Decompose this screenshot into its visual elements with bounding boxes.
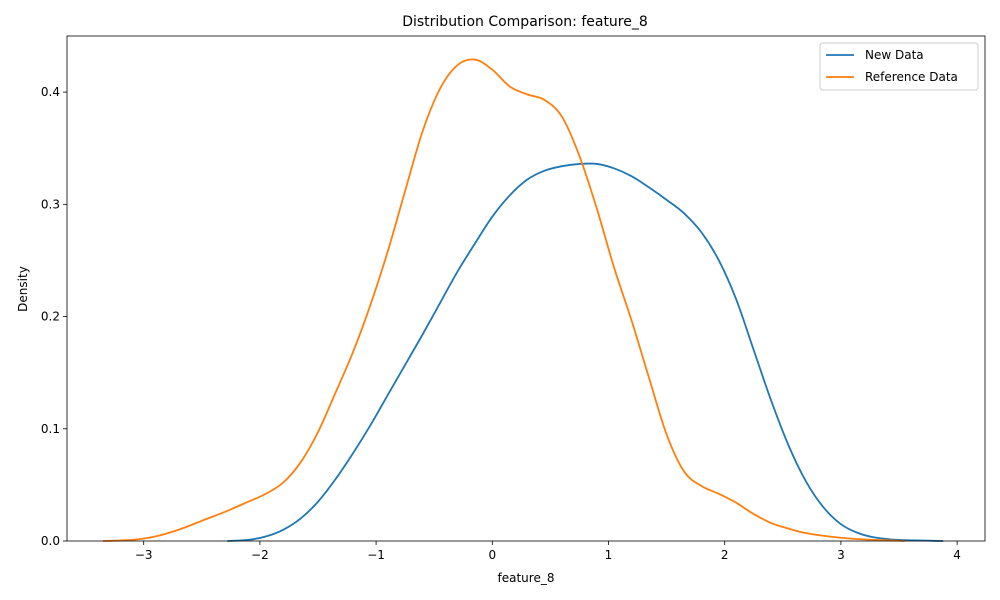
series-layer <box>102 58 944 542</box>
legend-label-reference-data: Reference Data <box>865 70 958 84</box>
y-axis: 0.0 0.1 0.2 0.3 0.4 <box>41 85 67 548</box>
legend-box <box>819 42 979 91</box>
x-tick-label: −2 <box>251 548 269 562</box>
x-tick-label: −1 <box>367 548 385 562</box>
x-tick-label: 3 <box>837 548 845 562</box>
plot-frame <box>66 35 986 542</box>
plot-area: −3 −2 −1 0 1 2 3 4 0.0 0.1 0.2 0.3 0.4 <box>41 35 986 562</box>
series-line-reference-data <box>102 58 905 542</box>
x-axis-label: feature_8 <box>498 571 555 585</box>
y-tick-label: 0.0 <box>41 534 60 548</box>
y-tick-label: 0.2 <box>41 310 60 324</box>
x-axis: −3 −2 −1 0 1 2 3 4 <box>135 541 961 562</box>
x-tick-label: −3 <box>135 548 153 562</box>
x-tick-label: 0 <box>488 548 496 562</box>
y-tick-label: 0.4 <box>41 85 60 99</box>
series-line-new-data <box>227 162 944 542</box>
x-tick-label: 2 <box>721 548 729 562</box>
legend: New Data Reference Data <box>819 42 979 91</box>
legend-label-new-data: New Data <box>865 48 924 62</box>
y-axis-label: Density <box>16 266 30 312</box>
chart-title: Distribution Comparison: feature_8 <box>402 14 648 30</box>
x-tick-label: 4 <box>953 548 961 562</box>
x-tick-label: 1 <box>605 548 613 562</box>
y-tick-label: 0.3 <box>41 197 60 211</box>
y-tick-label: 0.1 <box>41 422 60 436</box>
